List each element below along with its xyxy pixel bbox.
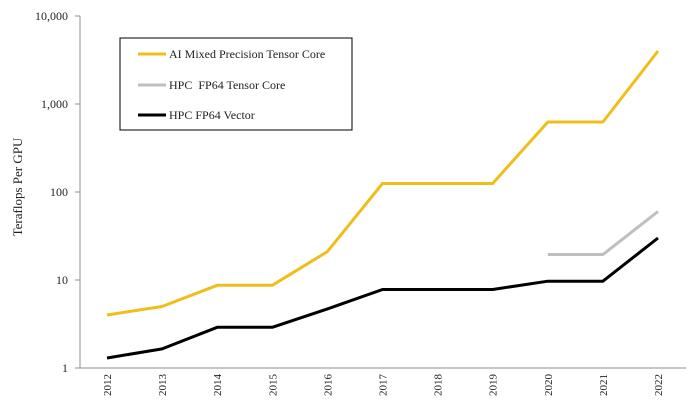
legend-label-hpc-fp64-tensor: HPC FP64 Tensor Core	[169, 78, 285, 92]
legend-label-ai-mixed: AI Mixed Precision Tensor Core	[169, 47, 325, 61]
legend-label-hpc-fp64-vector: HPC FP64 Vector	[169, 108, 255, 122]
x-tick-label: 2018	[433, 374, 445, 397]
series-line-ai-mixed-precision-tensor-core	[106, 50, 660, 317]
x-tick-labels: 2012 2013 2014 2015 2016 2017 2018 2019 2020 2021…	[102, 374, 665, 397]
x-tick-label: 2014	[212, 374, 224, 397]
y-tick-label: 10,000	[35, 9, 68, 23]
x-tick-label: 2022	[653, 374, 665, 396]
series-line-hpc-fp64-vector	[106, 236, 659, 360]
y-tick-label: 100	[50, 185, 68, 199]
legend: AI Mixed Precision Tensor Core HPC FP64 …	[119, 37, 353, 131]
x-tick-label: 2013	[157, 374, 169, 397]
x-tick-label: 2021	[598, 374, 610, 396]
x-tick-label: 2019	[488, 374, 500, 397]
y-tick-label: 10	[56, 273, 68, 287]
x-tick-label: 2012	[102, 374, 114, 396]
x-tick-label: 2017	[378, 374, 390, 397]
y-tick-labels: 1 10 100 1,000 10,000	[35, 9, 80, 375]
x-tick-label: 2020	[543, 374, 555, 397]
series-line-hpc-fp64-tensor-core	[547, 210, 659, 256]
y-tick-label: 1,000	[41, 97, 68, 111]
x-tick-label: 2016	[322, 374, 334, 397]
series-lines	[106, 50, 660, 360]
x-tick-label: 2015	[267, 374, 279, 397]
y-axis-label: Teraflops Per GPU	[10, 137, 25, 236]
y-tick-label: 1	[62, 361, 68, 375]
